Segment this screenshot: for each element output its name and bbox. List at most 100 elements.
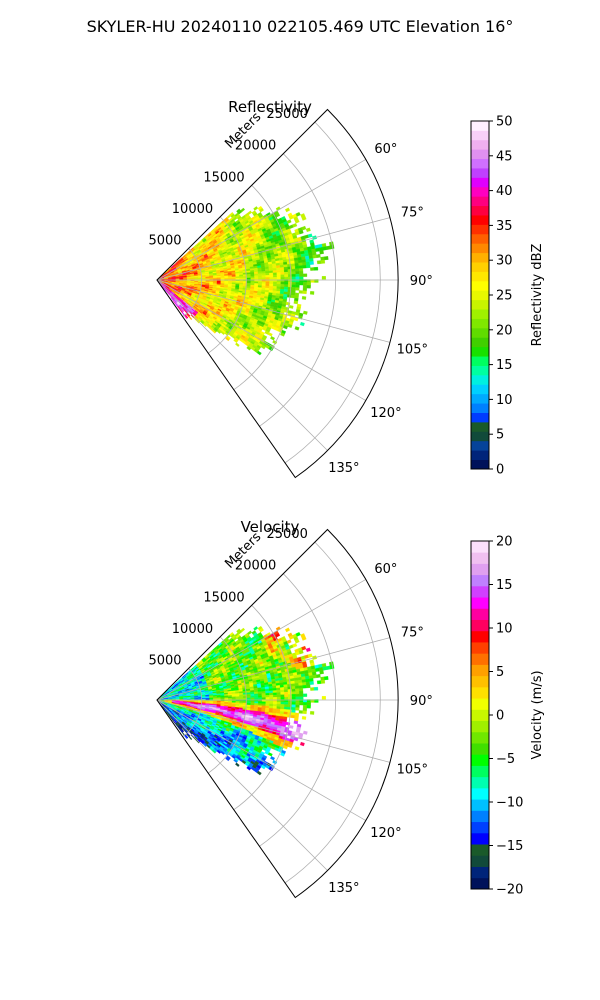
radar-cell [287,689,292,693]
colorbar-swatch [471,290,489,301]
radar-cell [283,289,289,293]
radar-cell [290,294,296,299]
radar-cell [280,286,285,290]
radar-cell [239,277,244,280]
radar-cell [305,258,310,263]
colorbar-tick-label: 35 [496,219,513,234]
radar-cell [309,261,314,265]
radar-cell [298,262,303,266]
radar-cell [302,710,307,715]
radar-cell [231,276,236,279]
radar-cell [257,273,263,276]
radar-cell [306,285,311,289]
radar-cell [280,272,285,275]
radar-cell [312,674,317,679]
radar-cell [261,281,266,284]
radar-cell [284,696,289,700]
radar-cell [286,714,292,718]
radar-cell [261,701,266,704]
colorbar-swatch [471,177,489,188]
radar-cell [280,687,285,691]
radar-cell [287,269,292,273]
radar-cell [287,704,293,708]
colorbar-swatch [471,252,489,263]
radar-cell [295,688,300,692]
radar-cell [239,274,244,277]
radar-cell [231,698,236,700]
colorbar-swatch [471,403,489,413]
radar-cell [284,704,289,708]
radar-cell [250,697,255,700]
radar-cell [235,276,240,279]
radar-cell [280,281,285,285]
radar-cell [284,207,291,213]
radar-cell [283,709,289,713]
radar-cell [295,271,300,275]
radar-cell [320,259,326,264]
radar-cell [287,266,292,270]
radial-tick-label: 10000 [172,202,213,217]
colorbar-swatch [471,459,489,470]
radar-cell [265,277,270,280]
radar-cell [305,227,311,232]
radar-cell [235,696,240,699]
radar-cell [284,691,289,695]
figure-suptitle: SKYLER-HU 20240110 022105.469 UTC Elevat… [87,17,514,36]
radar-cell [286,219,292,224]
radar-cell [287,284,293,288]
radar-cell [239,696,244,699]
colorbar-swatch [471,233,489,244]
radar-cell [239,276,244,279]
radar-cell [261,693,266,696]
radar-cell [280,269,285,273]
radar-cell [275,212,281,218]
colorbar-swatch [471,384,489,395]
radar-cell [240,627,246,633]
radar-cell [246,275,251,279]
radar-cell [298,268,304,272]
radar-cell [258,277,263,280]
radar-cell [303,282,308,286]
radar-cell [273,277,278,280]
radar-cell [280,692,285,695]
radar-cell [309,291,315,295]
colorbar-tick-label: 50 [496,115,513,130]
colorbar-swatch [471,262,489,272]
radar-cell [257,691,262,694]
radar-cell [258,207,264,213]
azimuth-tick-label: 75° [401,206,424,221]
radial-tick-label: 5000 [148,233,181,248]
radar-cell [291,707,296,711]
radial-tick-label: 25000 [267,107,308,122]
colorbar-swatch [471,393,489,404]
colorbar-swatch [471,243,489,254]
radar-cell [261,695,266,698]
radar-cell [291,274,296,278]
radar-cell [276,692,281,696]
radar-cell [265,695,270,698]
radar-cell [291,704,296,708]
radar-cell [280,267,285,271]
radar-cell [273,281,278,285]
radar-cell [265,283,270,287]
radar-cell [294,326,300,331]
radar-cell [254,701,259,704]
radar-cell [257,693,263,696]
radar-cell [246,697,251,700]
colorbar-swatch [471,431,489,442]
azimuth-tick-label: 105° [397,342,428,357]
radar-cell [276,274,281,278]
colorbar-swatch [471,440,489,451]
colorbar-swatch [471,412,489,423]
radar-cell [291,686,296,690]
radar-cell [270,336,276,341]
radar-cell [295,702,300,706]
radar-cell [285,301,291,306]
radar-cell [295,731,300,736]
radar-cell [253,206,259,211]
radar-cell [310,267,315,271]
radar-cell [288,281,293,285]
radar-cell [254,275,259,278]
radar-cell [276,701,281,705]
